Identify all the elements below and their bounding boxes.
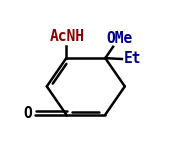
Text: O: O — [23, 106, 32, 121]
Text: AcNH: AcNH — [50, 29, 85, 44]
Text: Et: Et — [124, 52, 141, 67]
Text: OMe: OMe — [107, 31, 133, 46]
